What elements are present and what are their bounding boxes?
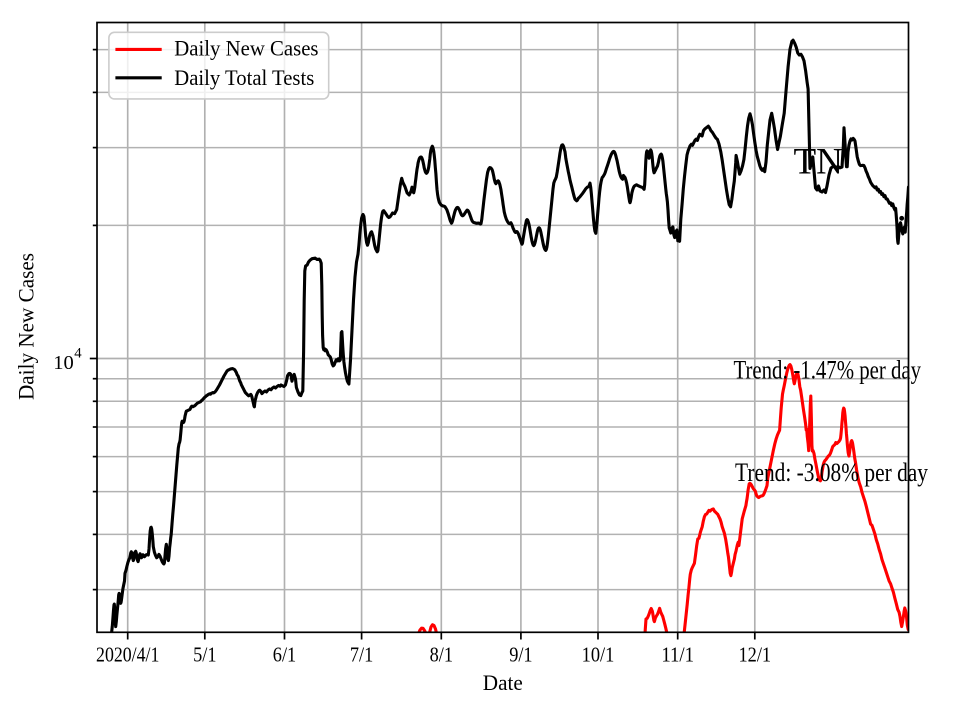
svg-text:Daily New Cases: Daily New Cases (14, 253, 39, 400)
svg-text:10/1: 10/1 (582, 643, 615, 667)
svg-text:Trend: -3.08% per day: Trend: -3.08% per day (735, 458, 928, 487)
svg-text:8/1: 8/1 (430, 643, 453, 667)
svg-text:12/1: 12/1 (738, 643, 771, 667)
svg-text:7/1: 7/1 (350, 643, 373, 667)
svg-text:11/1: 11/1 (661, 643, 694, 667)
svg-text:Daily Total Tests: Daily Total Tests (174, 65, 314, 90)
svg-text:5/1: 5/1 (193, 643, 216, 667)
svg-text:Trend: -1.47% per day: Trend: -1.47% per day (734, 356, 922, 385)
svg-text:Date: Date (483, 670, 523, 695)
svg-text:9/1: 9/1 (509, 643, 532, 667)
svg-text:6/1: 6/1 (273, 643, 296, 667)
svg-text:2020/4/1: 2020/4/1 (96, 643, 159, 667)
svg-text:Daily New Cases: Daily New Cases (174, 36, 318, 61)
svg-text:TN: TN (794, 141, 844, 182)
